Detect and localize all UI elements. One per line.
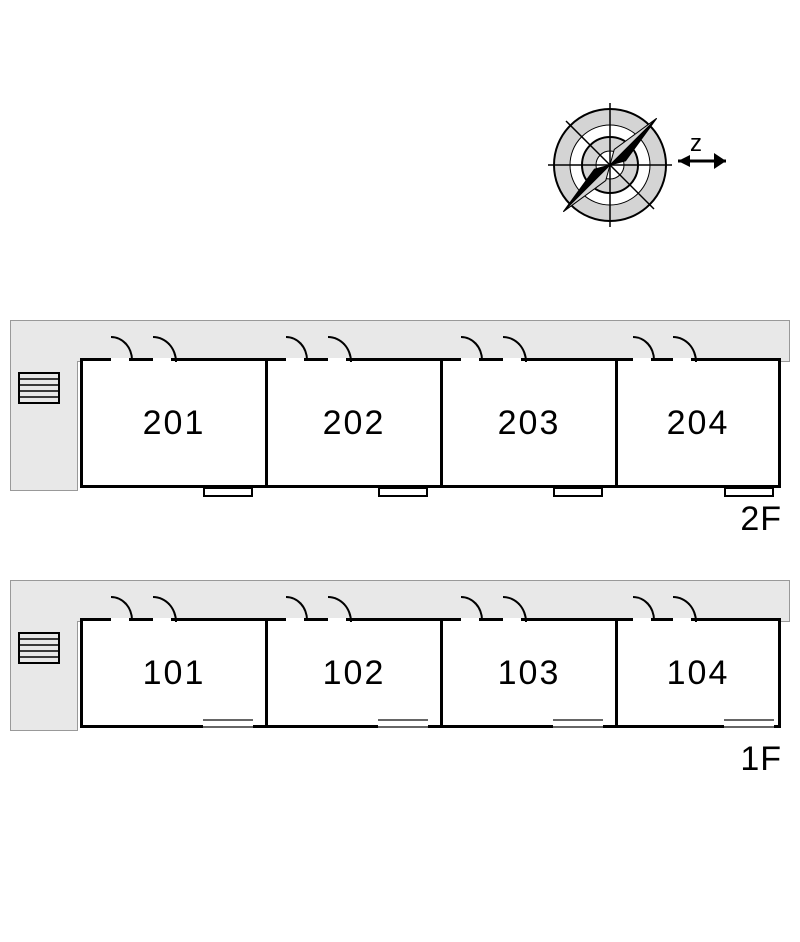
unit-label: 201 (143, 404, 206, 443)
unit-204: 204 (615, 358, 781, 488)
vent-icon (553, 719, 603, 728)
units-row-1f: 101 102 103 104 (80, 618, 781, 728)
unit-201: 201 (80, 358, 268, 488)
units-row-2f: 201 202 203 204 (80, 358, 781, 488)
window-icon (553, 487, 603, 497)
unit-label: 101 (143, 654, 206, 693)
window-icon (203, 487, 253, 497)
unit-label: 204 (667, 404, 730, 443)
unit-label: 102 (323, 654, 386, 693)
vent-icon (724, 719, 774, 728)
floor-2f: 201 202 203 204 (10, 320, 790, 362)
unit-label: 103 (498, 654, 561, 693)
unit-203: 203 (440, 358, 618, 488)
compass-rose: z (540, 95, 740, 240)
unit-202: 202 (265, 358, 443, 488)
compass-label: z (690, 130, 702, 157)
floor-label-1f: 1F (740, 740, 782, 779)
unit-label: 104 (667, 654, 730, 693)
unit-104: 104 (615, 618, 781, 728)
window-icon (378, 487, 428, 497)
unit-102: 102 (265, 618, 443, 728)
stairs-icon (18, 632, 60, 664)
unit-label: 203 (498, 404, 561, 443)
floor-label-2f: 2F (740, 500, 782, 539)
unit-label: 202 (323, 404, 386, 443)
window-icon (724, 487, 774, 497)
unit-101: 101 (80, 618, 268, 728)
floor-1f: 101 102 103 104 (10, 580, 790, 622)
vent-icon (378, 719, 428, 728)
stairs-icon (18, 372, 60, 404)
compass-north-arrow: z (678, 130, 726, 169)
vent-icon (203, 719, 253, 728)
unit-103: 103 (440, 618, 618, 728)
